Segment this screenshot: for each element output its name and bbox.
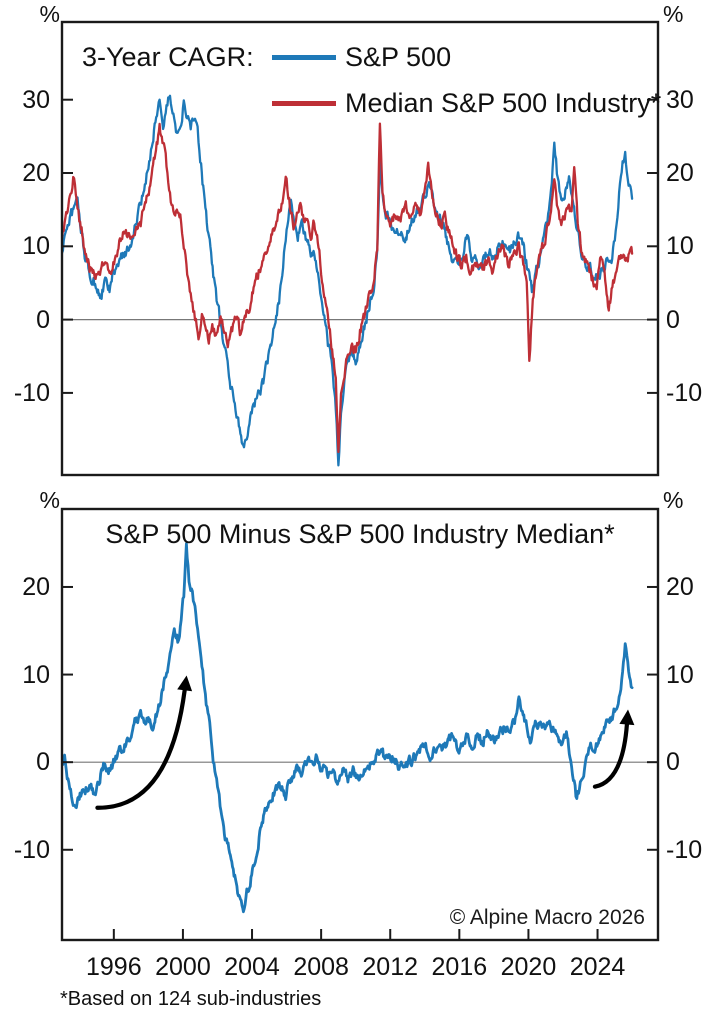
y-tick-label-left: 0 (36, 748, 50, 777)
y-tick-label-right: 20 (666, 159, 694, 187)
legend-title: 3-Year CAGR: (82, 42, 254, 72)
annotation-arrowhead-icon-1 (619, 709, 635, 726)
y-tick-label-left: 30 (22, 85, 50, 114)
panel-border-diff (60, 507, 660, 942)
y-tick-label-left: 20 (22, 572, 50, 601)
legend-line-median-industry (272, 101, 336, 106)
annotation-arrow-curve-0 (95, 688, 187, 810)
x-tick-label: 2008 (293, 953, 349, 981)
y-tick-label-right: -10 (666, 835, 703, 864)
y-tick-label-right: 10 (666, 232, 694, 261)
bottom-panel-unit-left: % (39, 487, 60, 513)
y-tick-label-left: -10 (13, 378, 50, 407)
y-tick-label-right: 0 (666, 748, 680, 777)
legend-label-median-industry: Median S&P 500 Industry* (345, 88, 662, 118)
series-line-sp500-minus-median (63, 542, 634, 914)
annotation-arrow-curve-1 (592, 722, 630, 789)
y-tick-label-right: 10 (666, 660, 694, 689)
y-tick-label-right: 20 (666, 572, 694, 601)
y-tick-label-left: -10 (13, 835, 50, 864)
y-tick-label-left: 20 (22, 159, 50, 187)
x-tick-label: 2004 (224, 953, 280, 981)
bottom-panel-unit-right: % (663, 487, 684, 513)
top-panel-unit-left: % (39, 1, 60, 27)
x-tick-label: 2020 (500, 953, 557, 981)
legend-line-sp500 (272, 55, 336, 60)
x-tick-label: 2016 (431, 953, 488, 981)
legend-label-sp500: S&P 500 (345, 42, 452, 72)
series-line-median-industry (63, 122, 634, 454)
y-tick-label-left: 10 (22, 660, 50, 689)
y-tick-label-right: 30 (666, 85, 694, 114)
top-panel-unit-right: % (663, 1, 684, 27)
copyright-note: © Alpine Macro 2026 (449, 906, 645, 929)
x-tick-label: 2012 (362, 953, 419, 981)
bottom-panel-title: S&P 500 Minus S&P 500 Industry Median* (105, 519, 615, 549)
x-tick-label: 2000 (155, 953, 211, 981)
footnote: *Based on 124 sub-industries (60, 988, 322, 1010)
series-line-sp500 (63, 94, 634, 467)
y-tick-label-right: 0 (666, 305, 680, 334)
y-tick-label-left: 0 (36, 305, 50, 334)
x-tick-label: 1996 (86, 953, 142, 981)
annotation-arrowhead-icon-0 (177, 675, 193, 692)
panel-border-cagr (60, 20, 660, 477)
x-tick-label: 2024 (569, 953, 626, 981)
y-tick-label-right: -10 (666, 378, 703, 407)
y-tick-label-left: 10 (22, 232, 50, 261)
